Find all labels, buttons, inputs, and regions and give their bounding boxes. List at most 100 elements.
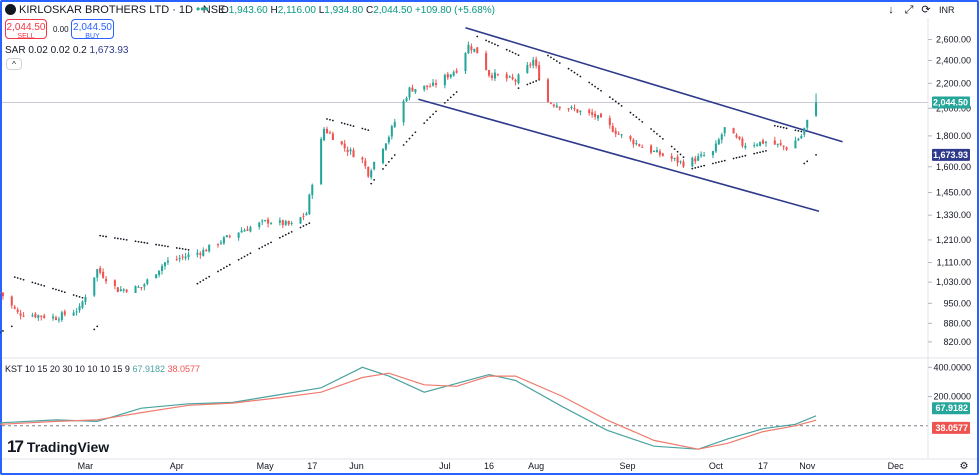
candle-body	[576, 109, 579, 113]
sar-dot	[329, 118, 331, 121]
sar-dot	[608, 96, 611, 99]
sar-dot	[222, 267, 225, 269]
time-tick-label: Apr	[170, 461, 184, 471]
sar-dot	[119, 238, 122, 240]
candle	[741, 136, 744, 149]
sar-dot	[199, 280, 202, 283]
candle	[735, 133, 738, 139]
settings-gear-icon[interactable]: ⚙	[959, 461, 969, 472]
symbol-title[interactable]: KIRLOSKAR BROTHERS LTD · 1D · NSE	[19, 4, 226, 16]
reload-icon[interactable]: ⟳	[921, 4, 931, 16]
sar-dot	[455, 91, 458, 93]
candle-body	[446, 74, 449, 78]
sar-dot	[261, 246, 264, 248]
candle	[434, 79, 438, 88]
candle	[249, 225, 252, 233]
candle-body	[629, 135, 632, 140]
time-tick-label: Nov	[799, 461, 816, 471]
sar-dot	[720, 160, 723, 163]
candle-body	[670, 156, 673, 159]
candle	[75, 308, 78, 316]
sar-dot	[514, 52, 517, 55]
candle	[13, 304, 16, 310]
candle	[140, 287, 143, 291]
candle-body	[143, 284, 146, 287]
candle-body	[158, 270, 161, 275]
sar-dot	[735, 156, 738, 159]
fullscreen-icon[interactable]: ⤢	[904, 4, 914, 16]
candle	[597, 114, 600, 122]
collapse-indicators-button[interactable]: ^	[6, 58, 22, 70]
sar-dot	[217, 270, 219, 273]
candle-body	[31, 315, 34, 317]
candle-body	[594, 113, 597, 117]
sar-dot	[579, 75, 582, 78]
candle-body	[284, 221, 287, 225]
sar-dot	[741, 155, 744, 158]
sell-button[interactable]: 2,044.50 SELL	[5, 19, 47, 40]
candle	[19, 309, 22, 320]
signal-value-tag-bg	[932, 421, 970, 434]
candle-body	[43, 315, 46, 318]
arrow-down-icon[interactable]: ↓	[888, 4, 894, 16]
currency-label[interactable]: INR	[939, 5, 955, 15]
sar-dot	[815, 154, 817, 156]
candle	[470, 43, 473, 54]
candle-body	[806, 119, 809, 128]
candle	[753, 142, 756, 148]
candle	[806, 119, 809, 131]
ohlc-open-key: O	[221, 5, 229, 16]
candle	[352, 147, 355, 158]
candle	[815, 93, 818, 117]
buy-button[interactable]: 2,044.50 BUY	[71, 19, 114, 40]
candle	[452, 70, 455, 77]
candle-body	[782, 145, 785, 147]
sar-dot	[423, 122, 426, 125]
candle-body	[287, 220, 290, 225]
candle	[325, 126, 329, 134]
candle-body	[78, 306, 81, 311]
candle-body	[308, 194, 311, 215]
candle-body	[638, 144, 641, 147]
sar-dot	[532, 81, 535, 84]
candle	[187, 251, 190, 261]
candle-body	[426, 85, 429, 87]
sar-dot	[753, 152, 756, 155]
candle	[694, 155, 697, 165]
sar-dot	[679, 153, 682, 156]
candle	[411, 84, 414, 92]
sar-dot	[105, 235, 107, 238]
candle	[40, 315, 43, 321]
price-tick-label: 950.00	[943, 298, 971, 308]
candle-body	[261, 220, 264, 222]
candle-body	[797, 138, 800, 141]
sar-dot	[732, 157, 735, 160]
candle-body	[676, 156, 679, 163]
candle-body	[744, 145, 747, 148]
kst-indicator-label[interactable]: KST 10 15 20 30 10 10 10 15 9 67.9182 38…	[5, 364, 200, 374]
candle-body	[549, 102, 552, 104]
candle-body	[700, 154, 703, 157]
sar-dot	[178, 247, 181, 250]
sar-dot	[632, 113, 635, 116]
candle	[538, 61, 541, 80]
candle-body	[264, 220, 267, 222]
candle	[290, 221, 293, 226]
candle-body	[325, 128, 329, 134]
candle-body	[222, 237, 225, 244]
sar-dot	[414, 131, 417, 134]
candle-body	[228, 236, 231, 238]
candle	[373, 161, 376, 171]
sar-dot	[443, 101, 446, 104]
sar-dot	[305, 223, 308, 226]
candle	[526, 62, 529, 74]
trendlines	[418, 26, 843, 213]
candle	[670, 152, 673, 162]
candle	[381, 148, 385, 165]
candle	[99, 265, 102, 275]
sar-dot	[494, 43, 496, 46]
sar-dot	[228, 263, 231, 266]
sar-indicator-label[interactable]: SAR 0.02 0.02 0.2 1,673.93	[5, 45, 128, 56]
sar-dot	[611, 98, 614, 101]
